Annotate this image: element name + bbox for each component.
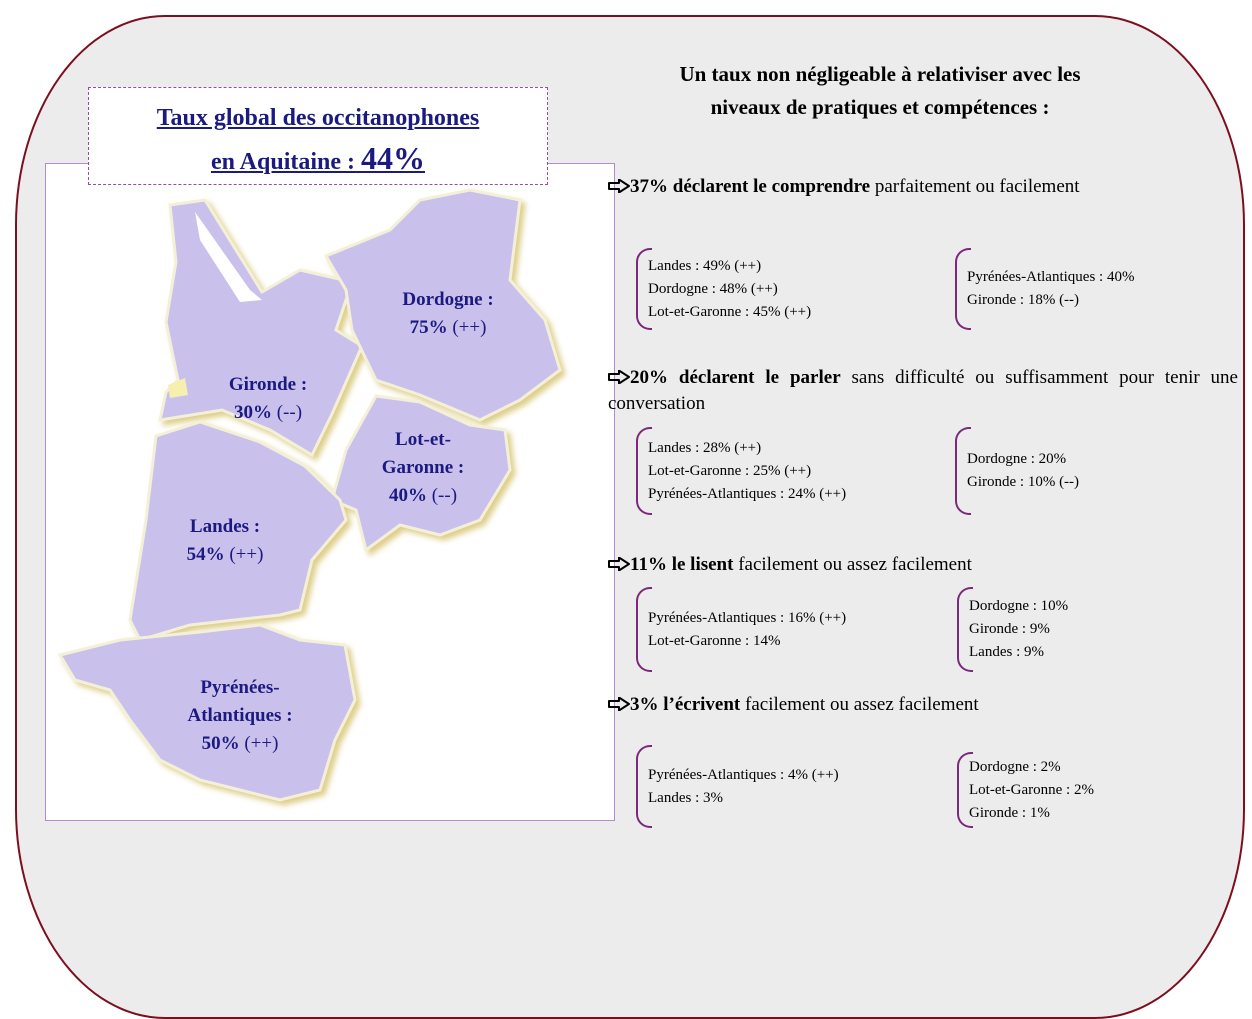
list-item: Pyrénées-Atlantiques : 40% [967,269,1135,285]
region-value: 50% (++) [187,730,292,758]
section-rest: facilement ou assez facilement [738,554,972,575]
region-name: Gironde : [228,374,308,395]
region-trend: (++) [244,733,279,754]
arrow-icon [608,179,630,193]
bay [168,378,188,398]
bracket-list: Dordogne : 10% Gironde : 9% Landes : 9% [957,587,1068,672]
region-value: 75% (++) [402,314,493,342]
section-text: 20% déclarent le parler sans difficulté … [608,365,1238,417]
region-value: 54% (++) [187,541,264,569]
region-rate: 54% [186,544,225,565]
list-item: Gironde : 18% (--) [967,292,1080,308]
list-item: Gironde : 10% (--) [967,474,1080,490]
region-name: Lot-et- [395,429,451,450]
region-name: Pyrénées- [200,677,280,698]
map [57,188,562,802]
title-text: en Aquitaine : [210,149,356,175]
section-rest: parfaitement ou facilement [874,176,1080,197]
region-rate: 30% [233,402,272,423]
region-landes [128,420,348,642]
list-item: Landes : 49% (++) [648,257,762,274]
region-name: Dordogne : [402,289,494,310]
region-name: Atlantiques : [187,705,293,726]
bracket-list: Pyrénées-Atlantiques : 40% Gironde : 18% … [955,248,1134,330]
section-lead: 11% le lisent [630,554,734,575]
region-trend: (++) [452,317,487,338]
region-label: Gironde : 30% (--) [229,371,307,427]
list-item: Dordogne : 48% (++) [648,280,778,297]
title-box: Taux global des occitanophones en Aquita… [88,87,548,185]
region-label: Landes : 54% (++) [187,513,264,569]
title-line: en Aquitaine : 44% [89,138,547,182]
list-item: Landes : 9% [969,644,1044,660]
list-item: Lot-et-Garonne : 14% [648,632,781,649]
section-lead: 37% déclarent le comprendre [630,176,871,197]
bracket-list: Pyrénées-Atlantiques : 16% (++) Lot-et-Ga… [636,587,846,672]
list-item: Lot-et-Garonne : 25% (++) [648,462,812,479]
region-trend: (--) [431,485,458,506]
list-item: Dordogne : 2% [969,758,1061,775]
section-rest: facilement ou assez facilement [745,694,979,715]
list-item: Dordogne : 10% [969,598,1069,614]
section-lead: 20% déclarent le parler [630,367,841,388]
bracket-list: Dordogne : 2% Lot-et-Garonne : 2% Gironde … [957,752,1094,828]
list-item: Gironde : 9% [969,621,1050,637]
region-rate: 50% [201,733,240,754]
list-item: Pyrénées-Atlantiques : 4% (++) [648,766,839,783]
region-value: 30% (--) [229,399,307,427]
list-item: Pyrénées-Atlantiques : 16% (++) [648,609,847,626]
arrow-icon [608,697,630,711]
region-dordogne [323,188,562,422]
list-item: Lot-et-Garonne : 45% (++) [648,303,812,320]
section-text: 11% le lisent facilement ou assez facile… [608,552,1238,578]
region-label: Lot-et- Garonne : 40% (--) [382,426,465,510]
page: Taux global des occitanophones en Aquita… [15,15,1245,1019]
list-item: Dordogne : 20% [967,451,1067,467]
region-label: Dordogne : 75% (++) [402,286,493,342]
arrow-icon [608,557,630,571]
title-rate: 44% [361,140,426,176]
region-gironde [158,198,364,458]
region-name: Garonne : [381,457,465,478]
bracket-list: Dordogne : 20% Gironde : 10% (--) [955,427,1079,515]
section-rest: sans difficulté ou suffisamment pour ten… [608,367,1238,414]
bracket-list: Landes : 49% (++) Dordogne : 48% (++) Lot-… [636,248,811,330]
region-trend: (++) [229,544,264,565]
list-item: Landes : 28% (++) [648,439,762,456]
section-lead: 3% l’écrivent [630,694,741,715]
list-item: Gironde : 1% [969,804,1050,821]
region-value: 40% (--) [382,482,465,510]
bracket-list: Landes : 28% (++) Lot-et-Garonne : 25% (+… [636,427,846,515]
region-trend: (--) [276,402,303,423]
list-item: Landes : 3% [648,789,723,806]
region-rate: 40% [388,485,427,506]
heading: Un taux non négligeable à relativiser av… [580,58,1180,124]
section-text: 3% l’écrivent facilement ou assez facile… [608,692,1238,718]
region-rate: 75% [409,317,448,338]
estuary [195,212,262,302]
arrow-icon [608,370,630,384]
region-label: Pyrénées- Atlantiques : 50% (++) [187,674,292,758]
heading-line: niveaux de pratiques et compétences : [710,95,1050,119]
section-text: 37% déclarent le comprendre parfaitement… [608,174,1238,200]
heading-line: Un taux non négligeable à relativiser av… [679,62,1081,86]
bracket-list: Pyrénées-Atlantiques : 4% (++) Landes : 3… [636,745,839,828]
list-item: Pyrénées-Atlantiques : 24% (++) [648,485,847,502]
region-pyrenees-atlantiques [57,623,357,802]
title-line: Taux global des occitanophones [156,105,480,131]
list-item: Lot-et-Garonne : 2% [969,781,1094,798]
region-name: Landes : [189,516,261,537]
